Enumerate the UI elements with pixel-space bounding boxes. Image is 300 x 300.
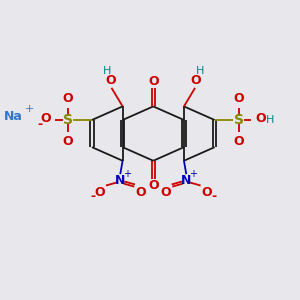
- Text: O: O: [94, 186, 105, 199]
- Text: -: -: [37, 118, 42, 131]
- Text: O: O: [233, 135, 244, 148]
- Text: O: O: [255, 112, 266, 125]
- Text: O: O: [63, 135, 73, 148]
- Text: N: N: [181, 174, 191, 187]
- Text: O: O: [135, 186, 146, 199]
- Text: O: O: [190, 74, 201, 87]
- Text: Na: Na: [4, 110, 23, 123]
- Text: O: O: [63, 92, 73, 105]
- Text: S: S: [63, 113, 73, 127]
- Text: -: -: [90, 190, 95, 203]
- Text: O: O: [40, 112, 51, 125]
- Text: O: O: [233, 92, 244, 105]
- Text: H: H: [196, 67, 205, 76]
- Text: +: +: [189, 169, 197, 178]
- Text: H: H: [266, 115, 274, 125]
- Text: -: -: [212, 190, 217, 203]
- Text: O: O: [148, 179, 159, 192]
- Text: H: H: [103, 67, 111, 76]
- Text: O: O: [160, 186, 171, 199]
- Text: S: S: [234, 113, 244, 127]
- Text: +: +: [123, 169, 131, 178]
- Text: N: N: [115, 174, 125, 187]
- Text: O: O: [148, 75, 159, 88]
- Text: +: +: [25, 103, 34, 114]
- Text: O: O: [201, 186, 212, 199]
- Text: O: O: [106, 74, 116, 87]
